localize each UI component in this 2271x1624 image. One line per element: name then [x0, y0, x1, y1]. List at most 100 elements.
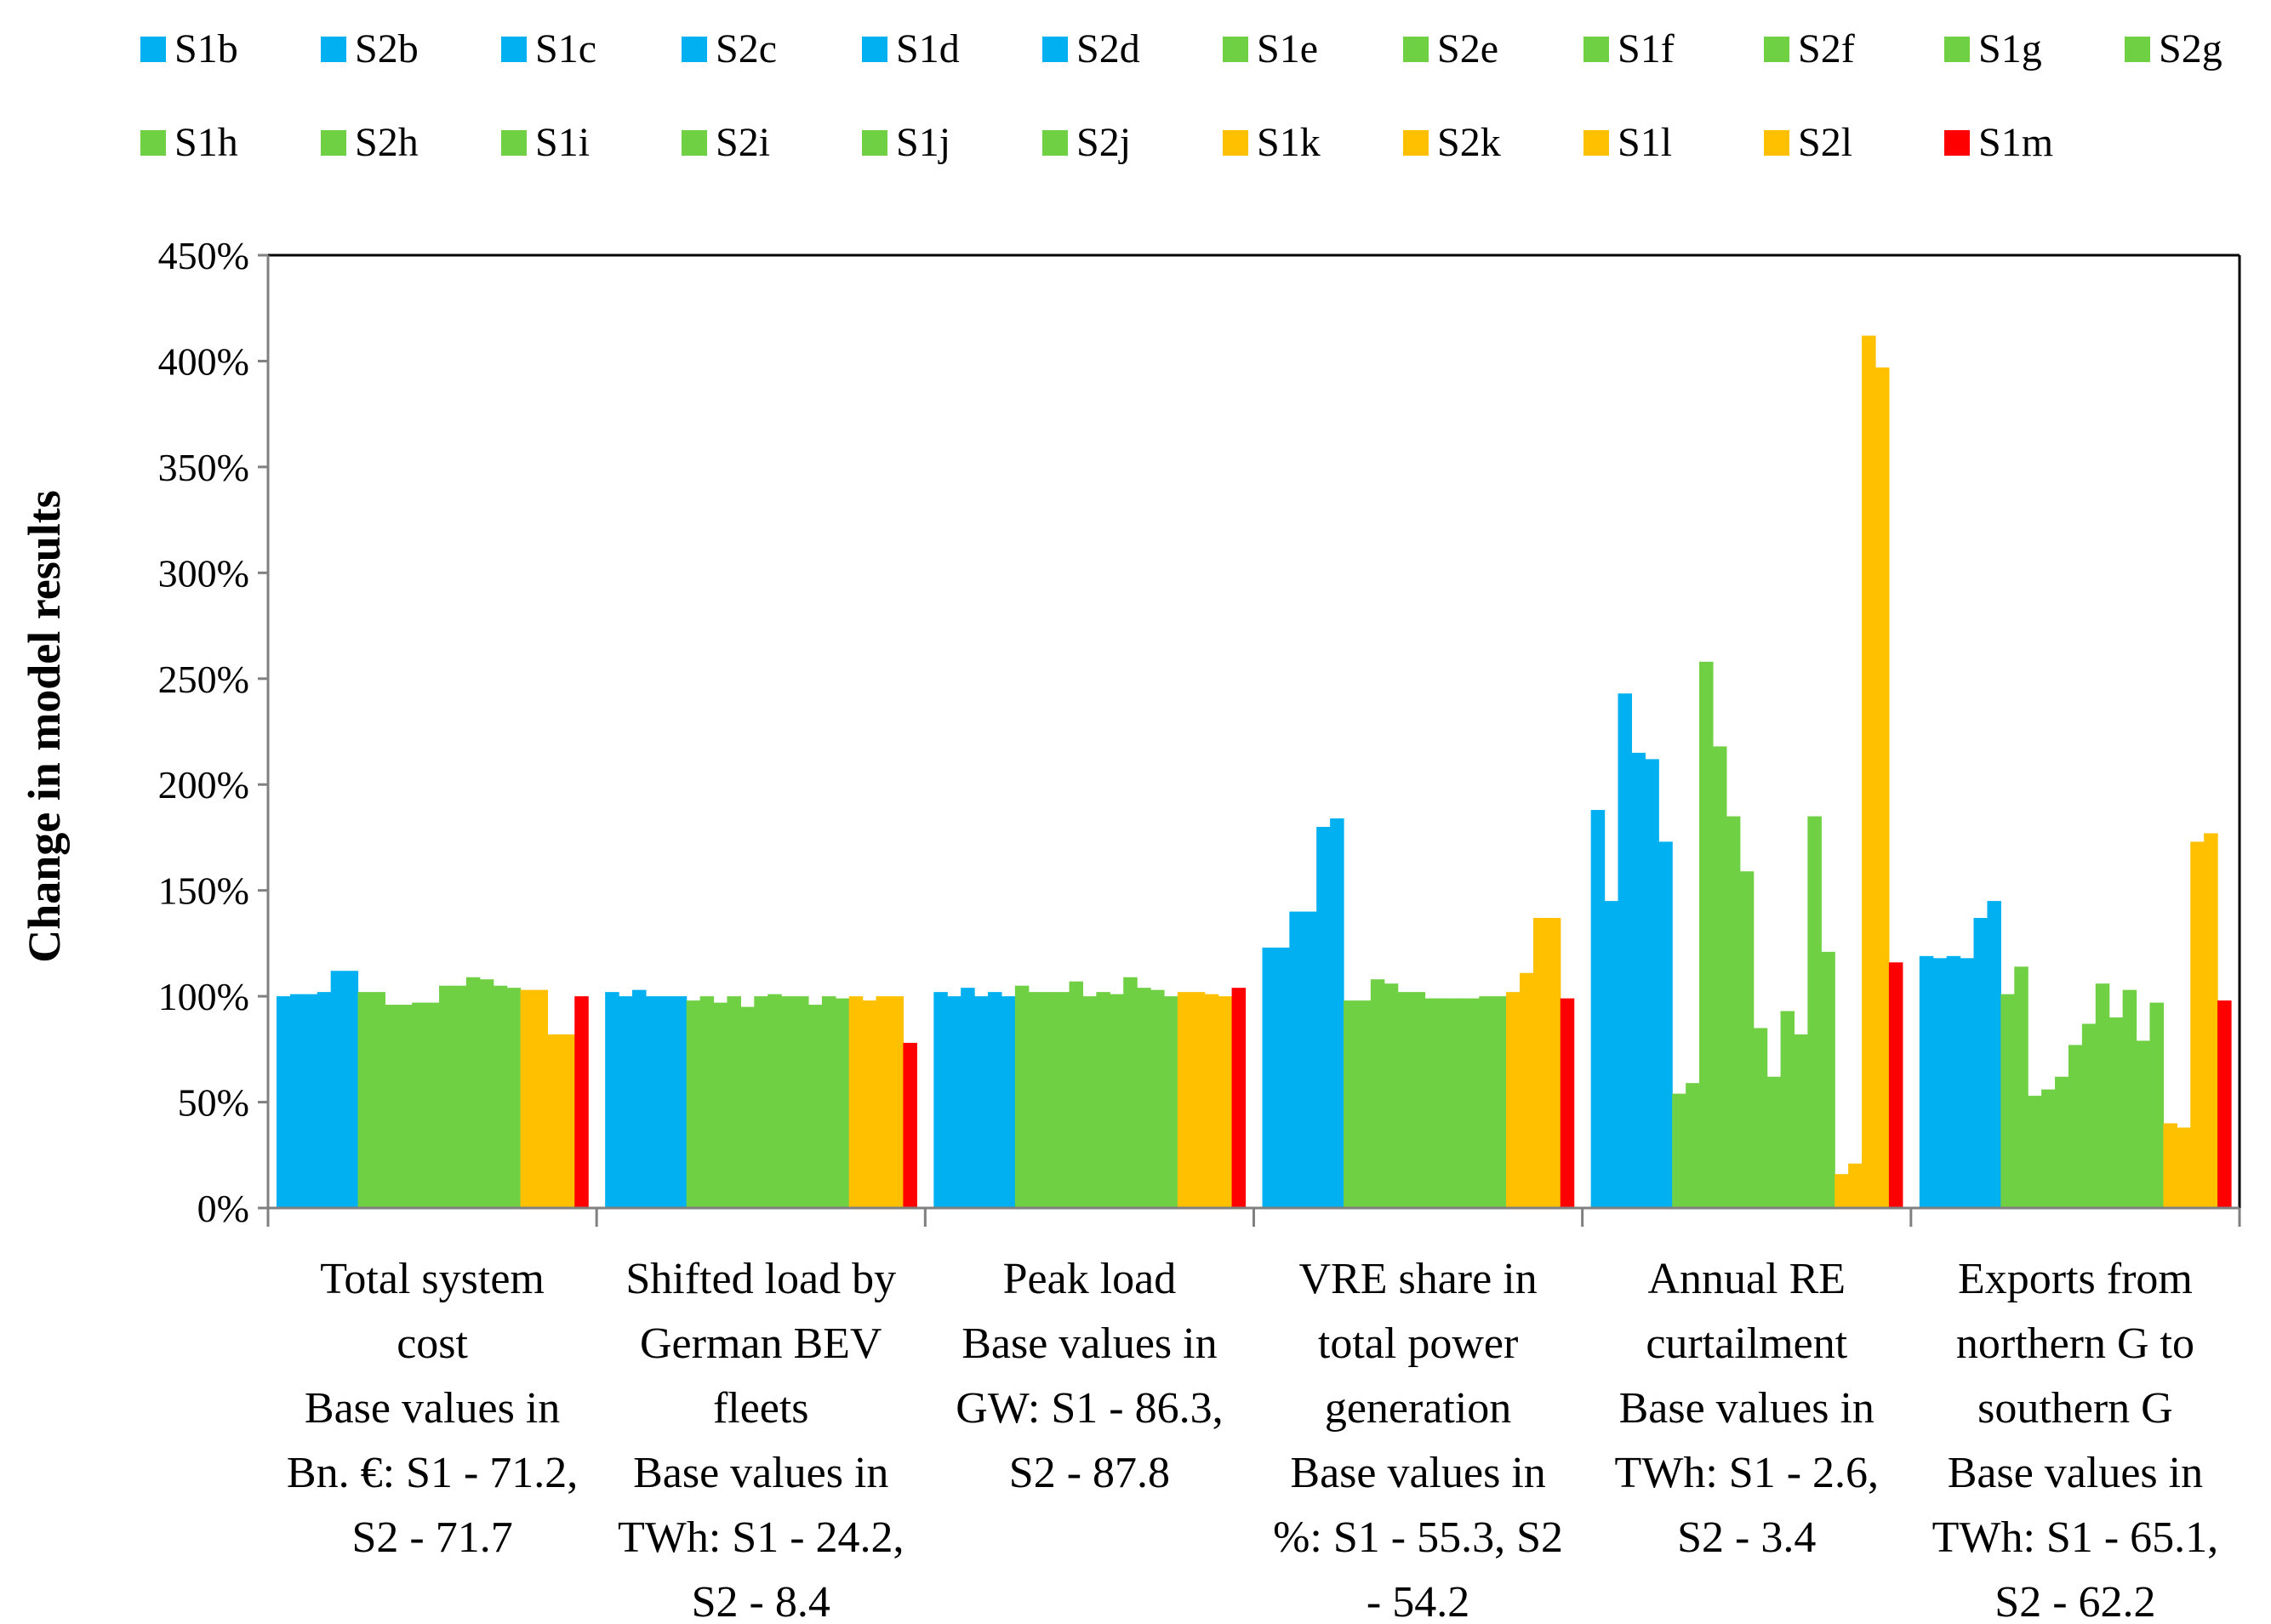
bar-S1k-cat1 — [520, 989, 535, 1208]
bar-S1h-cat1 — [439, 985, 454, 1208]
bar-S2e-cat1 — [371, 992, 385, 1208]
bar-S2f-cat2 — [727, 996, 741, 1208]
category-label-line: fleets — [713, 1384, 809, 1433]
y-tick-label: 350% — [158, 446, 249, 489]
bar-S1h-cat5 — [1753, 1028, 1768, 1208]
bar-S2d-cat2 — [672, 996, 688, 1208]
bar-S1k-cat6 — [2163, 1123, 2177, 1208]
legend: S1b S2b S1c S2c S1d S2d S1e S2e S1f S2f S1g S2g S1h S… — [140, 26, 2222, 165]
bar-S1j-cat1 — [493, 985, 508, 1208]
bar-S1d-cat5 — [1645, 759, 1659, 1208]
bar-S2h-cat4 — [1438, 998, 1452, 1208]
bar-S1m-cat2 — [903, 1042, 917, 1208]
bar-S2d-cat6 — [1987, 901, 2001, 1208]
bar-S1c-cat4 — [1289, 911, 1304, 1208]
bar-S1g-cat5 — [1726, 816, 1741, 1208]
category-label-line: curtailment — [1646, 1319, 1847, 1368]
bar-S1l-cat3 — [1204, 994, 1219, 1208]
bar-S1g-cat2 — [740, 1006, 755, 1208]
bar-S1i-cat4 — [1452, 998, 1466, 1208]
legend-label-S1g: S1g — [1978, 26, 2042, 71]
category-label-line: Exports from — [1958, 1255, 2193, 1303]
bar-S2j-cat6 — [2149, 1002, 2164, 1208]
bar-S2j-cat5 — [1821, 951, 1835, 1208]
bar-S2c-cat5 — [1631, 752, 1646, 1208]
bar-S2k-cat2 — [862, 1000, 877, 1208]
bar-S1f-cat5 — [1699, 661, 1714, 1208]
bar-S1h-cat3 — [1096, 992, 1110, 1208]
bar-S2i-cat2 — [807, 1005, 823, 1208]
y-tick-label: 100% — [158, 975, 249, 1018]
bar-S1e-cat3 — [1014, 985, 1030, 1208]
bar-S1d-cat2 — [659, 996, 674, 1208]
legend-label-S2b: S2b — [355, 26, 419, 71]
category-label-line: Base values in — [961, 1319, 1217, 1368]
legend-swatch-S1d — [862, 37, 887, 62]
bar-S2l-cat6 — [2204, 833, 2218, 1208]
category-label-line: Base values in — [1290, 1449, 1545, 1497]
category-label-line: S2 - 8.4 — [692, 1578, 830, 1624]
bar-S2i-cat5 — [1794, 1034, 1808, 1208]
bar-S1c-cat5 — [1618, 693, 1633, 1208]
legend-swatch-S2e — [1403, 37, 1429, 62]
legend-swatch-S1l — [1583, 130, 1609, 156]
legend-label-S1f: S1f — [1618, 26, 1675, 71]
bar-S1m-cat3 — [1231, 988, 1247, 1208]
category-label-line: TWh: S1 - 24.2, — [618, 1513, 904, 1562]
y-tick-label: 200% — [158, 763, 249, 806]
bar-S1e-cat4 — [1344, 1000, 1358, 1208]
legend-swatch-S2l — [1764, 130, 1789, 156]
bar-S2h-cat1 — [452, 985, 467, 1208]
bar-S2i-cat3 — [1137, 988, 1151, 1208]
category-label-line: S2 - 62.2 — [1994, 1578, 2155, 1624]
category-label-line: S2 - 71.7 — [351, 1513, 512, 1562]
bar-S2d-cat1 — [344, 971, 359, 1208]
bar-S2f-cat6 — [2041, 1089, 2056, 1208]
bar-S2g-cat4 — [1411, 992, 1426, 1208]
bar-S2h-cat2 — [781, 996, 796, 1208]
legend-label-S2i: S2i — [716, 120, 770, 165]
legend-label-S2e: S2e — [1437, 26, 1498, 71]
bar-S1m-cat4 — [1560, 998, 1575, 1208]
bar-S2d-cat3 — [1001, 996, 1016, 1208]
y-tick-labels: 0% 50% 100% 150% 200% 250% 300% 350% 400% 450% — [158, 234, 249, 1230]
bar-S1k-cat3 — [1177, 992, 1192, 1208]
bar-S2k-cat5 — [1848, 1163, 1863, 1208]
bar-S1f-cat4 — [1370, 979, 1385, 1208]
legend-swatch-S2g — [2125, 37, 2150, 62]
legend-label-S1h: S1h — [174, 120, 238, 165]
category-label-line: - 54.2 — [1367, 1578, 1469, 1624]
bar-S1e-cat2 — [686, 1000, 701, 1208]
legend-swatch-S1m — [1944, 130, 1970, 156]
bar-S1d-cat6 — [1973, 918, 1989, 1208]
bar-S1j-cat6 — [2136, 1040, 2151, 1208]
bar-S1j-cat4 — [1479, 996, 1493, 1208]
bar-S1g-cat6 — [2055, 1076, 2069, 1208]
bar-S1k-cat2 — [848, 996, 864, 1208]
legend-swatch-S2d — [1042, 37, 1068, 62]
bar-S1m-cat6 — [2217, 1000, 2232, 1208]
legend-swatch-S1b — [140, 37, 166, 62]
bar-S1f-cat2 — [713, 1002, 728, 1208]
category-label-line: %: S1 - 55.3, S2 — [1273, 1513, 1563, 1562]
y-tick-label: 450% — [158, 234, 249, 277]
y-axis-title: Change in model results — [19, 490, 70, 963]
category-label-line: Base values in — [1619, 1384, 1874, 1433]
bar-S2b-cat6 — [1932, 958, 1948, 1208]
bar-S1b-cat2 — [605, 992, 619, 1208]
category-label-line: Peak load — [1003, 1255, 1177, 1303]
bar-S2l-cat4 — [1546, 918, 1561, 1208]
bar-S2e-cat4 — [1356, 1000, 1372, 1208]
bar-S2h-cat3 — [1110, 994, 1124, 1208]
bar-S2e-cat6 — [2014, 966, 2028, 1208]
bar-S1g-cat4 — [1397, 992, 1412, 1208]
bar-S2l-cat1 — [561, 1034, 575, 1208]
bar-S2c-cat1 — [317, 992, 332, 1208]
legend-swatch-S2i — [682, 130, 707, 156]
bar-S1d-cat1 — [330, 971, 345, 1208]
bar-S1h-cat2 — [767, 994, 782, 1208]
bar-S2g-cat3 — [1082, 996, 1097, 1208]
bar-S1b-cat4 — [1262, 947, 1277, 1208]
bar-S2b-cat5 — [1604, 901, 1619, 1208]
bar-S2k-cat3 — [1190, 992, 1206, 1208]
